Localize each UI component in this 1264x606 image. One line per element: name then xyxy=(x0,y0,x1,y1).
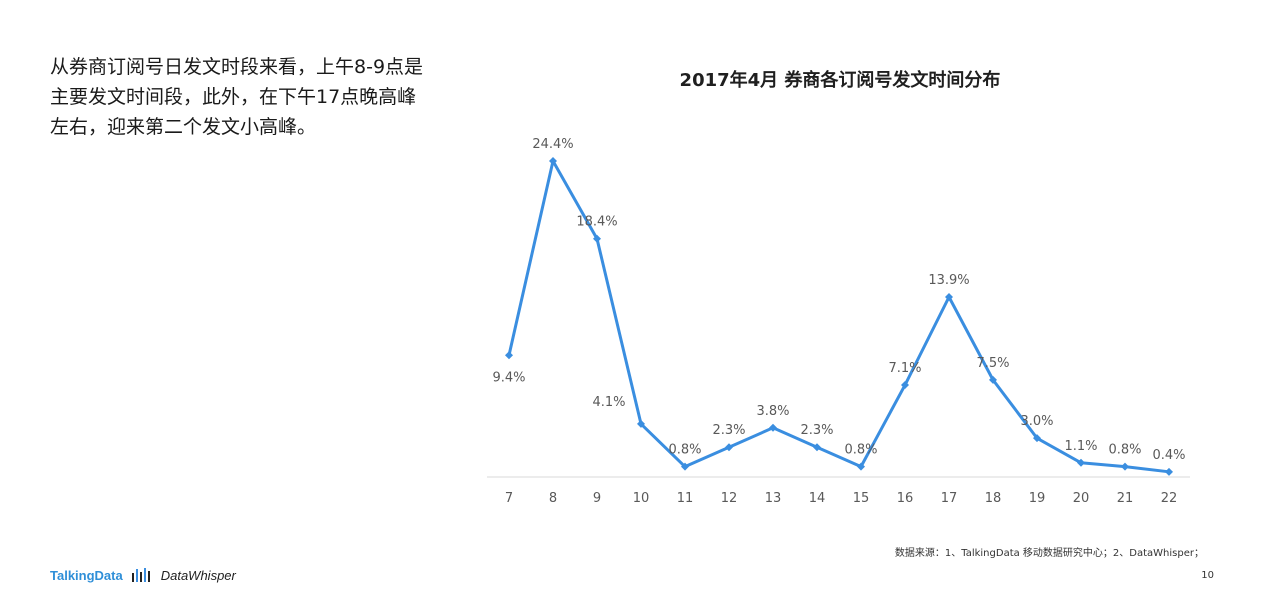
x-tick-label: 18 xyxy=(985,491,1002,506)
intro-text: 从券商订阅号日发文时段来看，上午8-9点是 主要发文时间段，此外，在下午17点晚… xyxy=(50,52,450,142)
data-label: 0.8% xyxy=(1108,443,1141,458)
data-label: 3.8% xyxy=(756,404,789,419)
x-tick-label: 11 xyxy=(677,491,694,506)
intro-line-2: 主要发文时间段，此外，在下午17点晚高峰 xyxy=(50,86,417,108)
series-line xyxy=(507,159,1170,474)
data-label: 13.9% xyxy=(928,273,969,288)
x-tick-label: 13 xyxy=(765,491,782,506)
datawhisper-logo-icon xyxy=(131,568,150,582)
data-label: 0.4% xyxy=(1152,448,1185,463)
x-tick-label: 21 xyxy=(1117,491,1134,506)
data-label: 0.8% xyxy=(668,443,701,458)
x-tick-label: 16 xyxy=(897,491,914,506)
data-point xyxy=(725,443,733,452)
intro-line-1: 从券商订阅号日发文时段来看，上午8-9点是 xyxy=(50,56,424,78)
x-tick-label: 12 xyxy=(721,491,738,506)
datawhisper-logo: DataWhisper xyxy=(160,567,236,583)
data-label: 0.8% xyxy=(844,443,877,458)
data-label: 7.1% xyxy=(888,361,921,376)
data-point xyxy=(1033,434,1041,443)
data-label: 2.3% xyxy=(712,423,745,438)
data-label: 3.0% xyxy=(1020,414,1053,429)
data-label: 24.4% xyxy=(532,137,573,152)
data-label: 7.5% xyxy=(976,356,1009,371)
x-tick-label: 14 xyxy=(809,491,826,506)
data-label: 4.1% xyxy=(592,395,625,410)
data-point xyxy=(989,375,997,384)
data-point xyxy=(1121,462,1129,471)
data-label: 2.3% xyxy=(800,423,833,438)
data-label: 1.1% xyxy=(1064,439,1097,454)
data-point xyxy=(1077,458,1085,467)
x-tick-label: 15 xyxy=(853,491,870,506)
data-point xyxy=(945,292,953,301)
data-point xyxy=(681,462,689,471)
data-point xyxy=(593,234,601,243)
footer-brand: TalkingData DataWhisper xyxy=(50,565,236,585)
x-tick-label: 9 xyxy=(593,491,601,506)
data-point xyxy=(505,351,513,360)
data-point xyxy=(813,443,821,452)
data-point xyxy=(769,423,777,432)
data-point xyxy=(901,381,909,390)
x-tick-label: 22 xyxy=(1161,491,1178,506)
data-label: 18.4% xyxy=(576,215,617,230)
data-point xyxy=(857,462,865,471)
data-point xyxy=(1165,467,1173,476)
data-source-note: 数据来源：1、TalkingData 移动数据研究中心；2、DataWhispe… xyxy=(894,548,1204,559)
x-tick-label: 17 xyxy=(941,491,958,506)
data-point xyxy=(549,157,557,166)
data-label: 9.4% xyxy=(492,370,525,385)
data-point xyxy=(637,419,645,428)
x-tick-label: 20 xyxy=(1073,491,1090,506)
x-tick-label: 19 xyxy=(1029,491,1046,506)
x-tick-label: 10 xyxy=(633,491,650,506)
x-tick-label: 8 xyxy=(549,491,557,506)
intro-line-3: 左右，迎来第二个发文小高峰。 xyxy=(50,116,317,138)
page-number: 10 xyxy=(1201,570,1214,581)
x-tick-label: 7 xyxy=(505,491,513,506)
talkingdata-logo: TalkingData xyxy=(50,567,123,583)
chart-title: 2017年4月 券商各订阅号发文时间分布 xyxy=(679,70,1001,91)
